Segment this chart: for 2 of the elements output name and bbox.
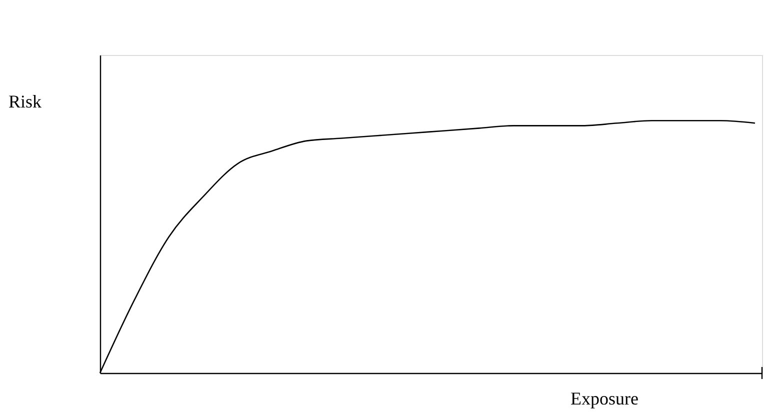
x-axis-title: Exposure xyxy=(570,388,638,408)
y-axis-title: Risk xyxy=(8,92,42,112)
